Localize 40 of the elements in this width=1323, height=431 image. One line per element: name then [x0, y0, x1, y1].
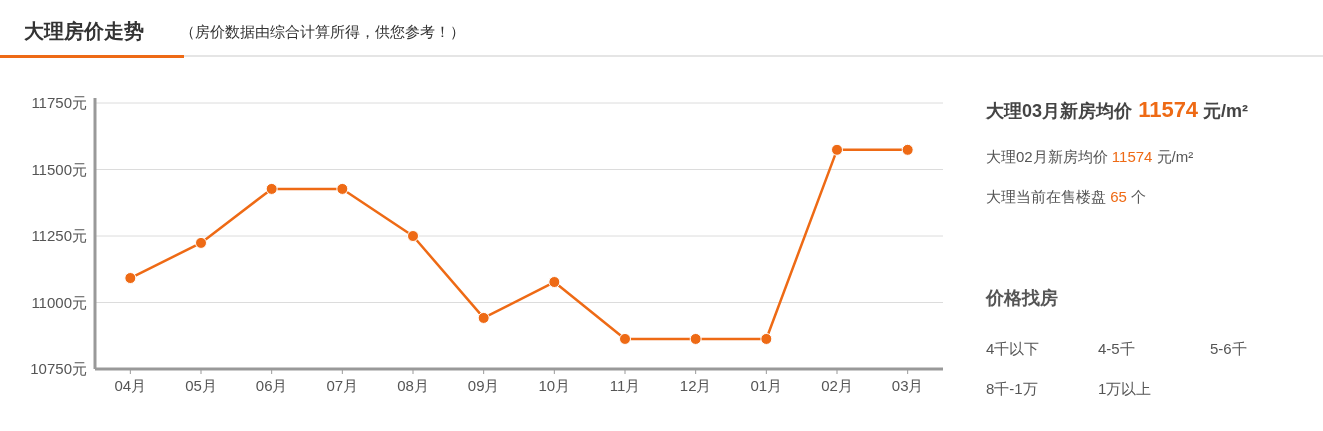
x-tick-label: 02月 — [821, 377, 853, 394]
text: 4千以下 — [986, 340, 1040, 357]
point — [195, 236, 207, 249]
chart-title: 大理房价走势 — [24, 20, 144, 42]
text: 1万以上 — [1098, 380, 1152, 397]
y-tick-label: 11750元 — [31, 94, 87, 111]
x-tick-label: 01月 — [750, 377, 783, 394]
x-tick-label: 07月 — [326, 377, 359, 394]
y-tick-label: 11500元 — [31, 160, 87, 178]
y-tick-label: 10750元 — [30, 360, 87, 377]
text: 大理02月新房均价 11574 元/m² — [986, 148, 1194, 165]
chart-subtitle: （房价数据由综合计算所得，供您参考！） — [180, 23, 465, 40]
point — [407, 230, 419, 242]
x-tick-label: 03月 — [891, 377, 924, 394]
text: 5-6千 — [1210, 340, 1247, 357]
text: 8千-1万 — [986, 380, 1038, 397]
x-tick-label: 10月 — [538, 377, 571, 394]
text: 大理03月新房均价 11574 元/m² — [985, 97, 1249, 122]
x-tick-label: 12月 — [679, 377, 712, 394]
x-tick-label: 04月 — [114, 377, 147, 394]
y-tick-label: 11000元 — [31, 293, 87, 311]
point — [265, 182, 278, 195]
point — [831, 143, 843, 156]
point — [619, 332, 631, 345]
text: 大理当前在售楼盘 65 个 — [986, 188, 1147, 205]
y-tick-label: 11250元 — [31, 227, 87, 244]
x-tick-label: 06月 — [255, 377, 288, 394]
point — [336, 182, 349, 195]
x-tick-label: 09月 — [467, 377, 500, 394]
point — [477, 311, 490, 324]
point — [760, 332, 773, 345]
point — [901, 143, 914, 156]
x-tick-label: 11月 — [609, 377, 641, 394]
text: 价格找房 — [985, 288, 1058, 308]
x-tick-label: 08月 — [397, 377, 429, 394]
point — [689, 332, 702, 345]
x-tick-label: 05月 — [185, 377, 217, 394]
text: 4-5千 — [1098, 340, 1135, 357]
point — [548, 276, 561, 289]
point — [124, 272, 137, 285]
